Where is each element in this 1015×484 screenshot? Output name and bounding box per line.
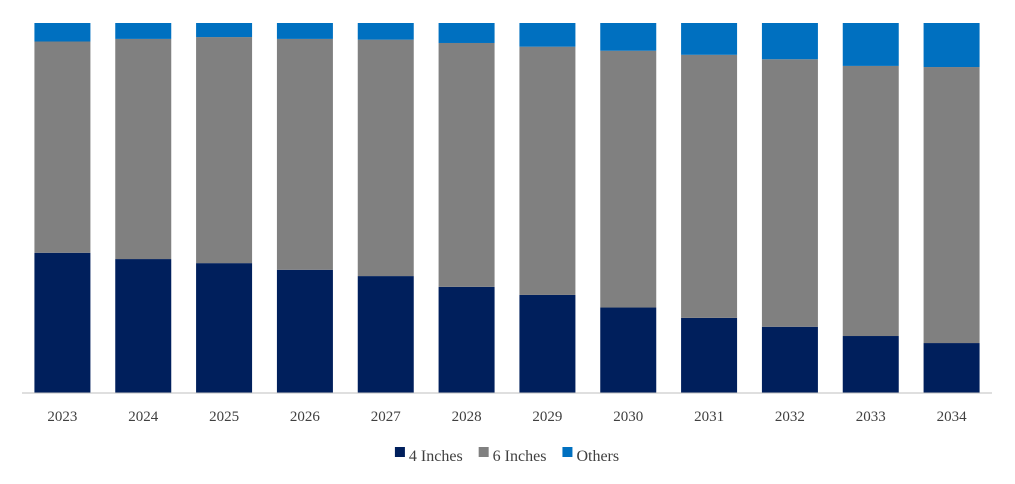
bar-2031-4-inches <box>681 317 738 393</box>
x-tick-label-2034: 2034 <box>937 409 968 425</box>
bar-2028-6-inches <box>438 42 495 287</box>
legend-item-others: Others <box>562 447 619 465</box>
bar-2031-6-inches <box>681 54 738 318</box>
bar-2024-others <box>115 23 172 39</box>
legend-swatch-6-inches <box>478 447 489 457</box>
bar-2033-6-inches <box>842 65 899 337</box>
legend-swatch-others <box>562 447 573 457</box>
bar-2026-4-inches <box>276 269 333 393</box>
x-tick-label-2027: 2027 <box>371 409 402 425</box>
legend-item-4-inches: 4 Inches <box>394 447 463 465</box>
bar-2030-6-inches <box>600 50 657 308</box>
legend: 4 Inches 6 Inches Others <box>394 447 619 465</box>
legend-label-6-inches: 6 Inches <box>493 448 547 465</box>
bar-2029-6-inches <box>519 46 576 295</box>
x-tick-label-2025: 2025 <box>209 409 239 425</box>
x-tick-labels: 2023 2024 2025 2026 2027 2028 2029 2030 2031 2032… <box>47 409 967 425</box>
bar-2033-4-inches <box>842 336 899 393</box>
bar-2025-6-inches <box>196 37 253 264</box>
bar-2024-4-inches <box>115 259 172 393</box>
bars-layer <box>34 23 980 393</box>
bar-2029-others <box>519 23 576 47</box>
bar-2023-others <box>34 23 91 42</box>
x-tick-label-2029: 2029 <box>532 409 562 425</box>
legend-label-others: Others <box>576 448 619 465</box>
x-tick-label-2024: 2024 <box>128 409 159 425</box>
bar-2034-others <box>923 23 980 68</box>
bar-2027-others <box>357 23 414 40</box>
legend-item-6-inches: 6 Inches <box>478 447 547 465</box>
bar-2031-others <box>681 23 738 55</box>
bar-2032-others <box>761 23 818 60</box>
x-tick-label-2030: 2030 <box>613 409 643 425</box>
bar-2034-4-inches <box>923 343 980 393</box>
bar-2034-6-inches <box>923 67 980 344</box>
x-tick-label-2023: 2023 <box>47 409 77 425</box>
x-tick-label-2028: 2028 <box>452 409 482 425</box>
bar-2028-others <box>438 23 495 43</box>
bar-2032-4-inches <box>761 326 818 393</box>
x-tick-label-2033: 2033 <box>856 409 886 425</box>
legend-swatch-4-inches <box>394 447 405 457</box>
bar-2032-6-inches <box>761 59 818 327</box>
bar-2027-4-inches <box>357 276 414 393</box>
bar-2028-4-inches <box>438 286 495 393</box>
bar-2023-6-inches <box>34 41 91 253</box>
bar-2024-6-inches <box>115 38 172 260</box>
bar-2026-6-inches <box>276 38 333 270</box>
bar-2030-4-inches <box>600 307 657 393</box>
legend-label-4-inches: 4 Inches <box>409 448 463 465</box>
bar-2027-6-inches <box>357 39 414 277</box>
x-tick-label-2032: 2032 <box>775 409 805 425</box>
bar-2030-others <box>600 23 657 51</box>
x-tick-label-2026: 2026 <box>290 409 321 425</box>
bar-2029-4-inches <box>519 294 576 393</box>
bar-2023-4-inches <box>34 252 91 393</box>
bar-2026-others <box>276 23 333 39</box>
bar-2033-others <box>842 23 899 66</box>
bar-2025-4-inches <box>196 263 253 393</box>
bar-2025-others <box>196 23 253 38</box>
x-tick-label-2031: 2031 <box>694 409 724 425</box>
